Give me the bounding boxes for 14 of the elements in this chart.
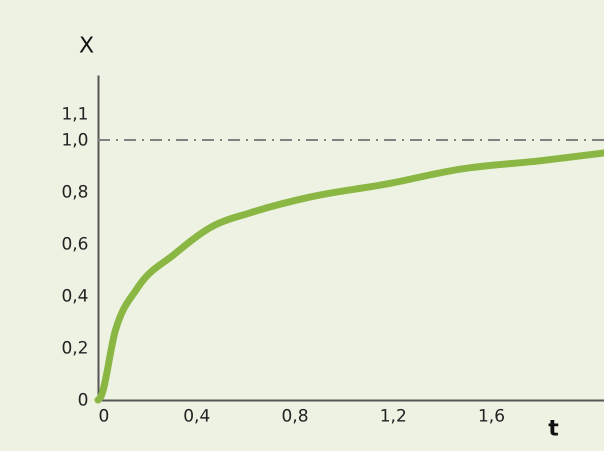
y-tick-label: 0,8 <box>61 182 88 202</box>
y-tick-label: 0 <box>78 390 88 410</box>
y-tick-label: 0,6 <box>61 234 88 254</box>
x-tick-label: 0,8 <box>281 406 309 426</box>
y-axis-title: X <box>78 34 94 58</box>
x-tick-label: 0,4 <box>183 406 210 426</box>
x-tick-label: 1,6 <box>478 406 506 426</box>
y-tick-label: 0,4 <box>61 286 88 306</box>
y-tick-label: 0,2 <box>61 338 88 358</box>
x-axis-title: t <box>548 416 560 442</box>
y-tick-label: 1,0 <box>61 130 88 150</box>
x-tick-label: 1,2 <box>380 406 407 426</box>
y-tick-label: 1,1 <box>61 104 88 124</box>
x-tick-label: 0 <box>98 406 110 426</box>
